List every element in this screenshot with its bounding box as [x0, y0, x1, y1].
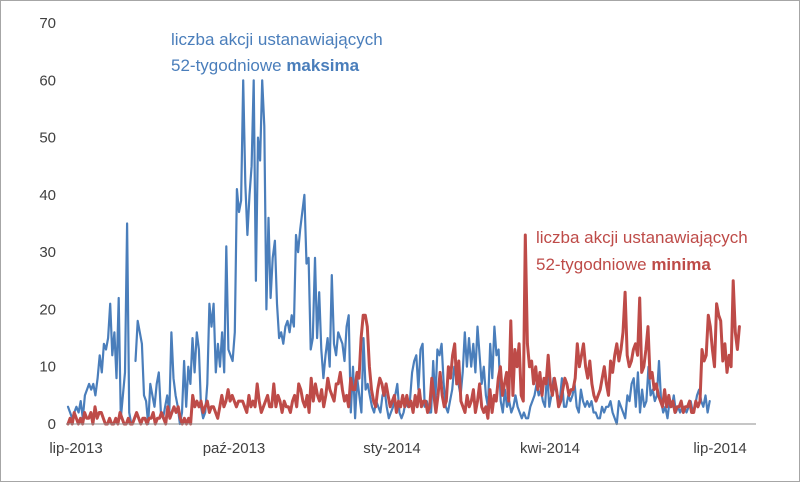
y-tick-label: 50	[39, 130, 56, 147]
y-tick-label: 60	[39, 72, 56, 89]
y-tick-label: 30	[39, 244, 56, 261]
y-tick-label: 40	[39, 187, 56, 204]
x-tick-label: sty-2014	[363, 440, 421, 457]
annotation-maksima-line1: liczba akcji ustanawiających	[171, 30, 383, 49]
series-minima-line	[66, 233, 741, 426]
annotation-minima-prefix: 52-tygodniowe	[536, 255, 651, 274]
annotation-minima-bold: minima	[651, 255, 711, 274]
y-tick-label: 0	[48, 416, 56, 433]
annotation-maksima-line2: 52-tygodniowe maksima	[171, 56, 360, 75]
series-maksima-line	[134, 79, 711, 426]
y-tick-label: 20	[39, 301, 56, 318]
annotation-maksima-prefix: 52-tygodniowe	[171, 56, 286, 75]
annotation-maksima-bold: maksima	[286, 56, 359, 75]
x-tick-label: paź-2013	[203, 440, 266, 457]
y-tick-label: 70	[39, 15, 56, 32]
annotation-minima-line1: liczba akcji ustanawiających	[536, 228, 748, 247]
y-axis-ticks: 0 10 20 30 40 50 60 70	[39, 15, 56, 433]
series-layer	[66, 79, 741, 426]
x-tick-label: lip-2013	[49, 440, 102, 457]
x-tick-label: lip-2014	[693, 440, 746, 457]
x-tick-label: kwi-2014	[520, 440, 580, 457]
series-maksima-line	[66, 222, 133, 426]
x-axis-ticks: lip-2013 paź-2013 sty-2014 kwi-2014 lip-2014	[49, 440, 746, 457]
y-tick-label: 10	[39, 359, 56, 376]
annotation-minima-line2: 52-tygodniowe minima	[536, 255, 711, 274]
